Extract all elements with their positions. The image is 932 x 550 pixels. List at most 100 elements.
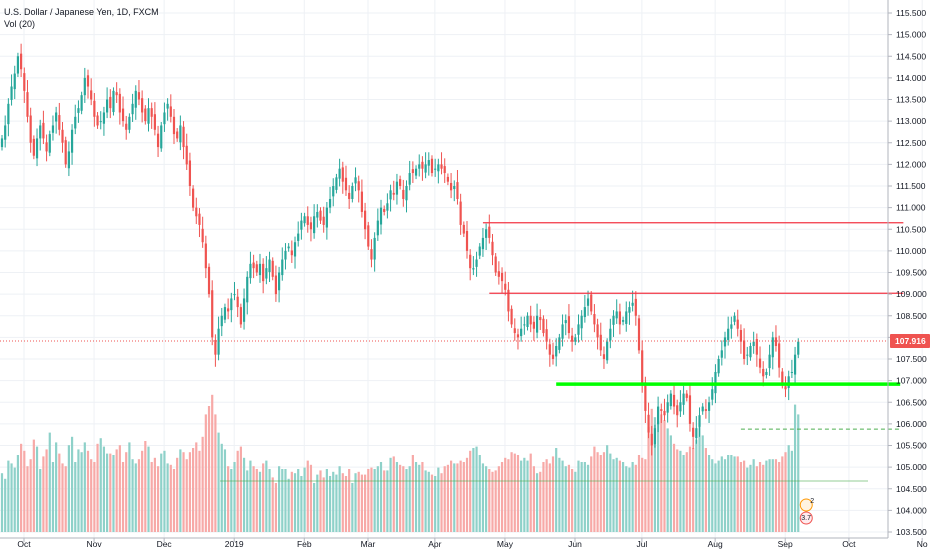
candle-body <box>532 321 535 329</box>
candle-body <box>539 317 542 321</box>
candle-body <box>125 123 128 130</box>
volume-bar <box>93 462 96 532</box>
candle-body <box>392 192 395 195</box>
ytick-label: 108.500 <box>896 311 927 321</box>
volume-bar <box>277 466 281 532</box>
volume-bar <box>182 452 185 532</box>
candle-body <box>293 242 297 257</box>
volume-indicator-label[interactable]: Vol (20) <box>4 19 36 29</box>
volume-bar <box>74 462 77 532</box>
candle-body <box>571 335 574 342</box>
xtick-label: Dec <box>157 539 173 549</box>
candle-body <box>793 354 797 375</box>
volume-bar <box>77 449 80 532</box>
volume-bar <box>730 455 733 532</box>
candle-body <box>376 220 379 236</box>
candle-body <box>647 414 650 433</box>
volume-bar <box>510 452 513 532</box>
candle-body <box>669 393 672 407</box>
candle-body <box>720 350 723 358</box>
candle-body <box>106 99 109 113</box>
volume-bar <box>526 460 529 532</box>
volume-bar <box>211 394 214 532</box>
candle-body <box>609 328 612 341</box>
volume-bar <box>249 460 252 532</box>
candle-body <box>449 182 453 191</box>
volume-bar <box>787 445 790 532</box>
chart-legend: U.S. Dollar / Japanese Yen, 1D, FXCM Vol… <box>4 6 159 30</box>
volume-bar <box>373 469 376 532</box>
time-axis[interactable]: Oct Nov Dec 2019 Feb Mar Apr May Jun Jul Aug Sep Oct… <box>0 537 928 549</box>
volume-bar <box>399 464 402 532</box>
volume-bar <box>217 432 220 532</box>
candle-body <box>723 337 727 347</box>
volume-bar <box>653 417 657 532</box>
volume-bar <box>252 466 255 532</box>
volume-bar <box>695 439 698 532</box>
volume-bar <box>297 469 300 532</box>
candle-body <box>239 307 242 325</box>
volume-bar <box>558 457 561 532</box>
candle-body <box>704 409 707 411</box>
volume-bar <box>609 453 612 532</box>
volume-bar <box>676 449 679 532</box>
volume-bar <box>704 448 707 532</box>
candle-body <box>797 341 800 355</box>
volume-bar <box>109 453 112 532</box>
volume-bar <box>746 467 749 532</box>
volume-bar <box>83 442 86 532</box>
candle-body <box>462 224 465 234</box>
volume-bar <box>160 453 163 532</box>
volume-bar <box>258 471 262 532</box>
volume-bar <box>230 469 233 532</box>
volume-bar <box>666 428 669 532</box>
volume-bar <box>478 455 481 532</box>
candle-body <box>121 108 125 122</box>
volume-bar <box>360 474 364 532</box>
volume-bar <box>185 459 188 532</box>
volume-bar <box>338 466 341 532</box>
volume-bar <box>255 469 258 532</box>
volume-bar <box>405 469 408 532</box>
ytick-label: 109.000 <box>896 289 927 299</box>
candle-body <box>233 294 236 296</box>
ytick-label: 107.000 <box>896 376 927 386</box>
candle-body <box>478 246 481 256</box>
candle-body <box>631 302 634 306</box>
volume-bar <box>418 464 421 532</box>
candle-body <box>513 328 516 334</box>
volume-bar <box>0 473 4 532</box>
volume-bar <box>599 455 602 532</box>
candle-body <box>163 112 166 125</box>
volume-bar <box>781 456 784 532</box>
volume-bar <box>596 452 599 532</box>
candle-body <box>758 358 762 368</box>
ytick-label: 112.500 <box>896 138 926 148</box>
price-axis[interactable]: 115.500 115.000 114.500 114.000 113.500 113.0… <box>887 0 930 538</box>
volume-bar <box>574 471 577 532</box>
candle-body <box>644 382 647 411</box>
symbol-title[interactable]: U.S. Dollar / Japanese Yen, 1D, FXCM <box>4 7 159 17</box>
candle-body <box>749 346 752 358</box>
volume-bar <box>172 469 176 532</box>
candle-body <box>204 243 207 269</box>
candle-body <box>561 324 564 339</box>
candle-body <box>590 294 593 312</box>
volume-bar <box>383 470 386 532</box>
volume-bar <box>246 470 249 532</box>
drawn-lines[interactable] <box>0 222 904 482</box>
xtick-label: No <box>917 539 928 549</box>
volume-bar <box>376 466 379 532</box>
volume-bar <box>535 473 539 532</box>
candle-body <box>564 320 567 324</box>
candle-body <box>453 186 456 190</box>
candle-body <box>567 316 571 334</box>
candle-body <box>0 138 4 148</box>
candle-body <box>402 189 405 199</box>
candle-body <box>265 268 268 279</box>
candle-body <box>774 337 778 347</box>
candle-body <box>258 263 262 276</box>
volume-bar <box>341 473 344 532</box>
event-badges[interactable]: 23.7 <box>799 498 814 525</box>
